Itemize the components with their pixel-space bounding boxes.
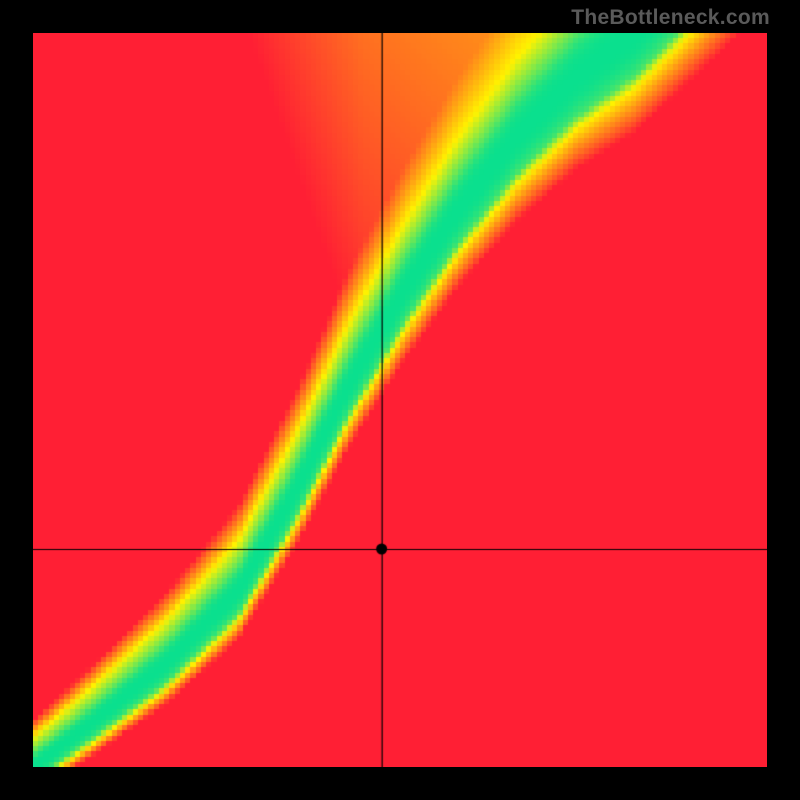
bottleneck-heatmap xyxy=(33,33,767,767)
chart-container: TheBottleneck.com xyxy=(0,0,800,800)
watermark-label: TheBottleneck.com xyxy=(571,6,770,30)
